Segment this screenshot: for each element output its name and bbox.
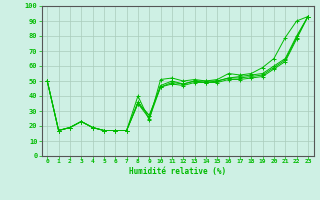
X-axis label: Humidité relative (%): Humidité relative (%) (129, 167, 226, 176)
